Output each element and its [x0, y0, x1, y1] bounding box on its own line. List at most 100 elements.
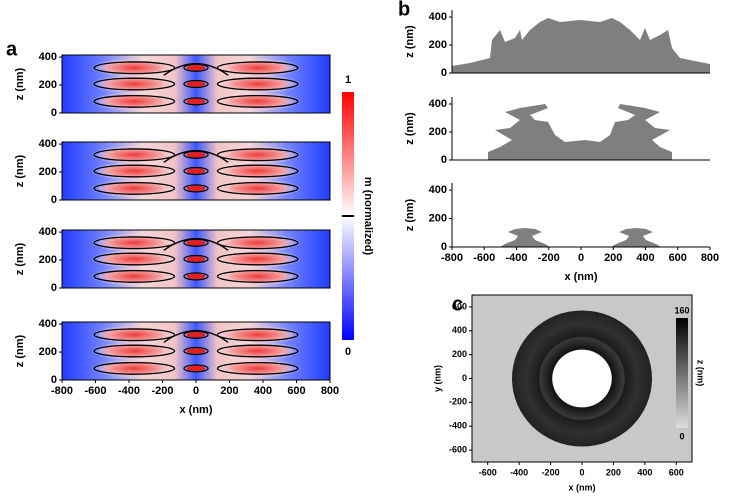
colorbar-tick-label: 0: [345, 346, 351, 358]
y-tick-label: 400: [429, 184, 447, 196]
y-tick-label: 400: [39, 138, 57, 150]
x-tick-label: -800: [51, 385, 73, 397]
y-axis-label: z (nm): [404, 25, 416, 58]
profile-shape: [500, 228, 550, 247]
heatmap-lobe: [91, 179, 178, 198]
contour: [93, 77, 176, 91]
contour: [93, 148, 176, 162]
x-tick-label: 600: [669, 467, 684, 477]
heatmap-lobe: [186, 168, 206, 174]
frame: [61, 141, 331, 201]
y-tick-label: 400: [429, 98, 447, 110]
contour: [183, 79, 209, 89]
y-tick-label: 400: [429, 11, 447, 23]
contour: [216, 148, 299, 162]
contour: [93, 361, 176, 375]
x-tick-label: 600: [287, 385, 305, 397]
x-tick-label: -800: [441, 252, 463, 264]
x-tick-label: 200: [604, 252, 622, 264]
y-tick-label: 0: [51, 194, 57, 206]
colorbar: [676, 318, 688, 428]
frame: [61, 229, 331, 289]
contour: [183, 97, 209, 106]
x-tick-label: 0: [193, 385, 199, 397]
heatmap-lobe: [91, 74, 178, 94]
contour: [216, 236, 299, 250]
heatmap-lobe: [186, 348, 206, 354]
y-tick-label: 0: [51, 107, 57, 119]
y-tick-label: 200: [429, 212, 447, 224]
y-tick-label: -600: [449, 444, 467, 454]
y-axis-label: z (nm): [404, 198, 416, 231]
contour: [183, 272, 209, 281]
x-tick-label: 400: [636, 252, 654, 264]
y-tick-label: 0: [51, 374, 57, 386]
frame: [61, 54, 331, 114]
x-tick-label: -400: [510, 467, 528, 477]
y-tick-label: 400: [452, 325, 467, 335]
y-tick-label: 400: [39, 318, 57, 330]
x-axis-label: x (nm): [565, 271, 598, 283]
contour: [93, 181, 176, 195]
heatmap-lobe: [91, 341, 178, 361]
heatmap-lobe: [91, 249, 178, 269]
x-tick-label: -400: [118, 385, 140, 397]
heatmap-lobe: [186, 81, 206, 87]
y-axis-label: z (nm): [14, 334, 26, 367]
heatmap-lobe: [186, 239, 206, 246]
heatmap-lobe: [186, 331, 206, 338]
contour: [93, 236, 176, 250]
heatmap: [62, 55, 330, 113]
contour: [93, 94, 176, 108]
x-tick-label: -600: [479, 467, 497, 477]
contour: [183, 346, 209, 356]
colorbar-tick-label: 0: [679, 431, 684, 441]
x-tick-label: -200: [542, 467, 560, 477]
contour: [216, 344, 299, 358]
heatmap-lobe: [91, 161, 178, 181]
contour: [93, 61, 176, 75]
heatmap-lobe: [186, 273, 206, 280]
y-axis-label: z (nm): [14, 154, 26, 187]
x-tick-label: 400: [254, 385, 272, 397]
y-axis-label: z (nm): [404, 112, 416, 145]
colorbar-tick-label: 160: [674, 305, 689, 315]
y-tick-label: 200: [39, 254, 57, 266]
y-tick-label: 200: [39, 346, 57, 358]
contour: [216, 181, 299, 195]
y-axis-label: y (nm): [432, 365, 442, 392]
x-tick-label: 600: [669, 252, 687, 264]
heatmap-lobe: [91, 92, 178, 111]
heatmap-lobe: [186, 64, 206, 71]
heatmap-lobe: [186, 98, 206, 105]
y-tick-label: 200: [452, 349, 467, 359]
y-tick-label: 400: [39, 51, 57, 63]
contour: [183, 364, 209, 373]
contour: [216, 77, 299, 91]
y-tick-label: 200: [39, 166, 57, 178]
x-tick-label: -600: [84, 385, 106, 397]
heatmap-lobe: [91, 359, 178, 378]
heatmap-lobe: [186, 185, 206, 192]
heatmap: [62, 230, 330, 288]
x-tick-label: 0: [578, 252, 584, 264]
contour: [163, 330, 229, 343]
heatmap-lobe: [214, 267, 301, 286]
contour: [216, 328, 299, 342]
panel-label: c: [452, 293, 463, 315]
heatmap-lobe: [214, 359, 301, 378]
y-tick-label: 200: [39, 79, 57, 91]
colorbar-label: z (nm): [696, 360, 706, 387]
contour: [216, 94, 299, 108]
x-axis-label: x (nm): [569, 482, 596, 492]
contour: [93, 269, 176, 283]
y-tick-label: 0: [441, 154, 447, 166]
heatmap-lobe: [214, 179, 301, 198]
x-tick-label: 400: [637, 467, 652, 477]
contour: [183, 184, 209, 193]
heatmap-lobe: [214, 92, 301, 111]
panel-label: b: [398, 0, 410, 20]
colorbar-label: m (normalized): [362, 177, 374, 256]
heatmap-lobe: [186, 256, 206, 262]
